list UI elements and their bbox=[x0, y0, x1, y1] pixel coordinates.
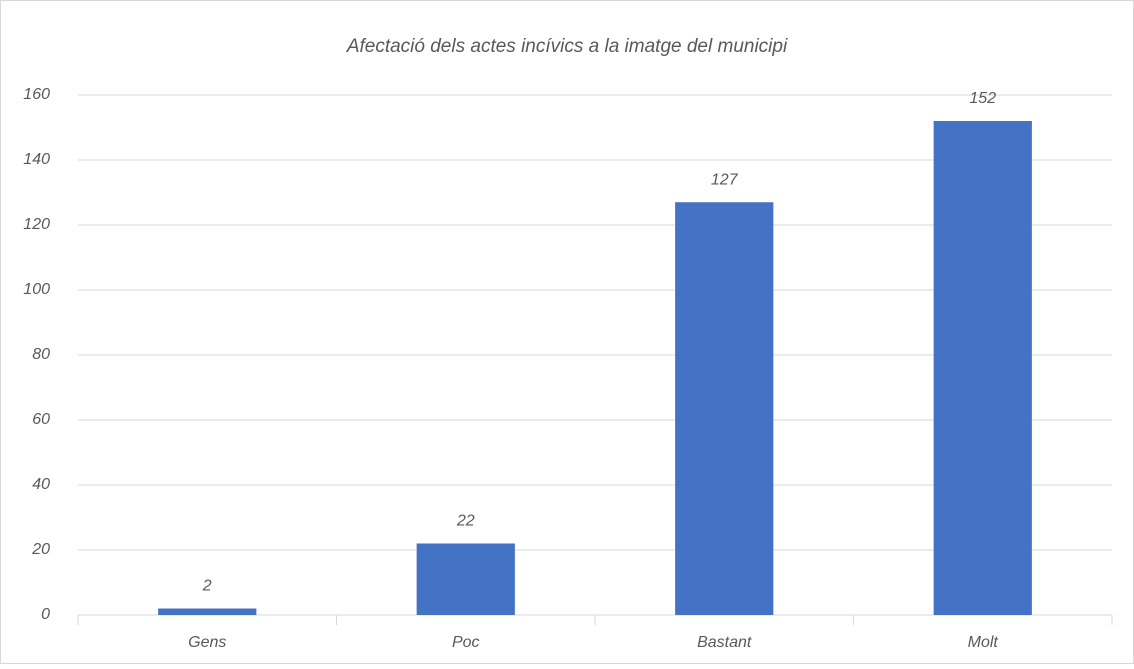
bar bbox=[933, 121, 1032, 615]
data-label: 152 bbox=[969, 90, 996, 107]
bar bbox=[675, 202, 774, 615]
x-tick-label: Molt bbox=[968, 634, 999, 651]
chart-title: Afectació dels actes incívics a la imatg… bbox=[346, 36, 788, 57]
y-tick-label: 120 bbox=[23, 216, 50, 233]
y-tick-label: 160 bbox=[23, 86, 50, 103]
data-label: 22 bbox=[456, 513, 475, 530]
data-label: 2 bbox=[202, 578, 212, 595]
data-label: 127 bbox=[711, 171, 739, 188]
y-tick-label: 20 bbox=[31, 541, 50, 558]
y-tick-label: 140 bbox=[23, 151, 50, 168]
x-tick-label: Poc bbox=[452, 634, 480, 651]
bar bbox=[416, 543, 515, 615]
x-tick-label: Bastant bbox=[697, 634, 752, 651]
y-tick-label: 100 bbox=[23, 281, 50, 298]
y-tick-label: 40 bbox=[32, 476, 50, 493]
y-tick-label: 80 bbox=[32, 346, 50, 363]
bar bbox=[158, 608, 257, 615]
y-tick-label: 0 bbox=[41, 606, 50, 623]
x-tick-label: Gens bbox=[188, 634, 226, 651]
y-tick-label: 60 bbox=[32, 411, 50, 428]
